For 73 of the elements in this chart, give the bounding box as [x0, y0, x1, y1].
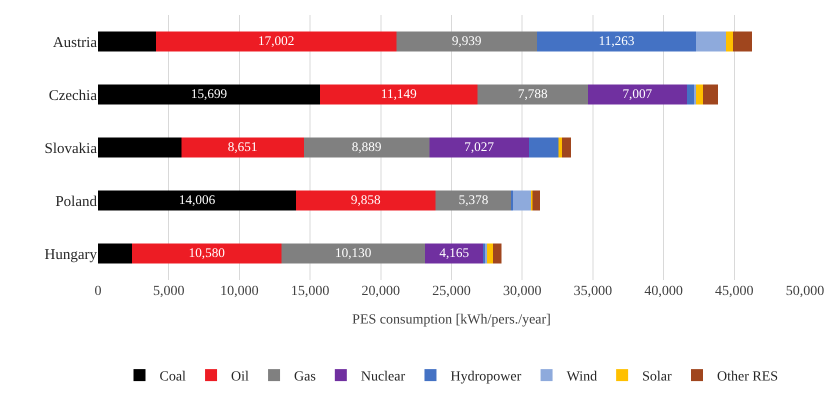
y-tick-label: Slovakia	[44, 140, 98, 157]
data-label: 7,027	[464, 138, 494, 154]
x-tick-label: 35,000	[574, 284, 612, 299]
bar	[282, 243, 425, 264]
bar	[98, 84, 320, 105]
bar	[536, 31, 696, 52]
x-tick-label: 15,000	[290, 284, 330, 299]
data-label: 17,002	[258, 32, 294, 48]
bar	[492, 243, 502, 264]
x-tick-label: 25,000	[432, 284, 471, 299]
x-tick-label: 30,000	[502, 284, 542, 299]
legend-label: Other RES	[717, 370, 778, 385]
bar	[487, 243, 493, 264]
bar	[98, 31, 156, 52]
data-label: 15,699	[190, 86, 228, 101]
bar	[696, 31, 726, 52]
legend-label: Solar	[642, 370, 672, 385]
bar	[686, 84, 694, 105]
x-tick-label: 40,000	[644, 284, 683, 299]
bar	[512, 190, 532, 211]
data-label: 11,263	[598, 32, 635, 48]
data-label: 4,165	[439, 244, 470, 260]
data-label: 8,889	[352, 138, 382, 154]
bar	[320, 84, 478, 105]
y-tick-label: Austria	[52, 34, 98, 51]
bar	[726, 31, 733, 52]
bar	[558, 137, 562, 158]
bar	[98, 190, 296, 211]
data-label: 10,130	[335, 244, 372, 260]
legend-label: Coal	[160, 370, 186, 385]
bar	[732, 31, 752, 52]
x-tick-label: 50,000	[786, 284, 824, 299]
bar	[435, 190, 512, 211]
data-label: 14,006	[178, 192, 216, 207]
data-label: 11,149	[380, 86, 418, 101]
legend-label: Oil	[231, 370, 250, 385]
bar	[532, 190, 540, 211]
bar	[156, 31, 396, 52]
x-tick-label: 10,000	[220, 284, 259, 299]
bar	[181, 137, 304, 158]
legend-label: Gas	[294, 370, 316, 385]
legend-label: Wind	[566, 370, 598, 385]
bar	[478, 84, 588, 105]
bar	[304, 137, 430, 158]
data-label: 8,651	[228, 138, 258, 154]
data-label: 9,939	[452, 32, 482, 48]
bar	[703, 84, 718, 105]
x-axis-title: PES consumption [kWh/pers./year]	[352, 312, 551, 328]
bar	[528, 137, 558, 158]
bar	[696, 84, 704, 105]
y-tick-label: Poland	[55, 194, 98, 210]
bar	[429, 137, 529, 158]
bar	[588, 84, 687, 105]
y-tick-label: Hungary	[44, 246, 98, 263]
x-tick-label: 0	[94, 284, 102, 299]
data-label: 5,378	[458, 192, 489, 207]
legend-label: Hydropower	[450, 370, 522, 385]
legend-label: Nuclear	[360, 370, 406, 385]
bar	[98, 243, 132, 264]
data-label: 9,858	[350, 192, 381, 207]
y-tick-label: Czechia	[48, 88, 98, 104]
data-label: 7,788	[518, 86, 548, 101]
x-tick-label: 45,000	[715, 284, 754, 299]
data-label: 10,580	[188, 244, 226, 260]
bar	[296, 190, 436, 211]
x-tick-label: 5,000	[152, 284, 184, 299]
data-label: 7,007	[622, 86, 653, 101]
bar	[694, 84, 696, 105]
bar	[132, 243, 282, 264]
bar	[562, 137, 572, 158]
x-tick-label: 20,000	[362, 284, 400, 299]
bar	[98, 137, 182, 158]
bar	[396, 31, 537, 52]
